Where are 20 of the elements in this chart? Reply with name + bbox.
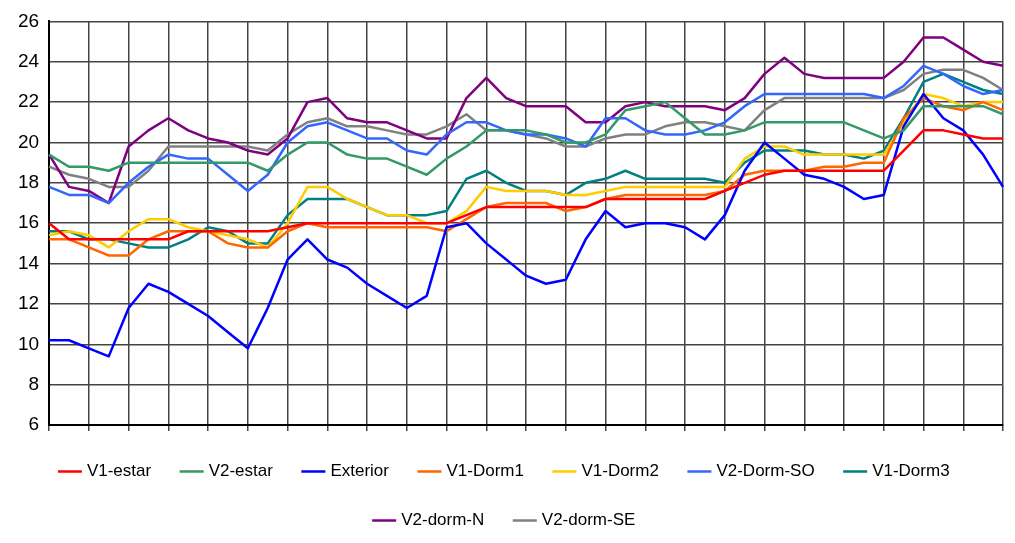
y-tick-label: 18	[17, 171, 40, 193]
legend-label: V2-dorm-N	[401, 510, 485, 530]
legend-label: V2-estar	[208, 461, 274, 481]
legend-label: Exterior	[330, 461, 390, 481]
y-tick-label: 6	[28, 413, 40, 435]
legend-label: V2-Dorm-SO	[716, 461, 815, 481]
legend-label: V1-Dorm1	[446, 461, 524, 481]
y-tick-label: 22	[17, 90, 40, 112]
legend-label: V1-estar	[86, 461, 152, 481]
y-tick-label: 10	[17, 332, 40, 354]
y-tick-label: 12	[17, 292, 40, 314]
y-tick-label: 16	[17, 211, 40, 233]
y-tick-label: 24	[17, 49, 40, 71]
y-tick-label: 20	[17, 130, 40, 152]
y-tick-label: 26	[17, 9, 40, 31]
y-tick-label: 8	[28, 372, 40, 394]
legend-label: V1-Dorm2	[581, 461, 659, 481]
legend-label: V1-Dorm3	[872, 461, 950, 481]
y-tick-label: 14	[17, 251, 40, 273]
legend-label: V2-dorm-SE	[541, 510, 636, 530]
